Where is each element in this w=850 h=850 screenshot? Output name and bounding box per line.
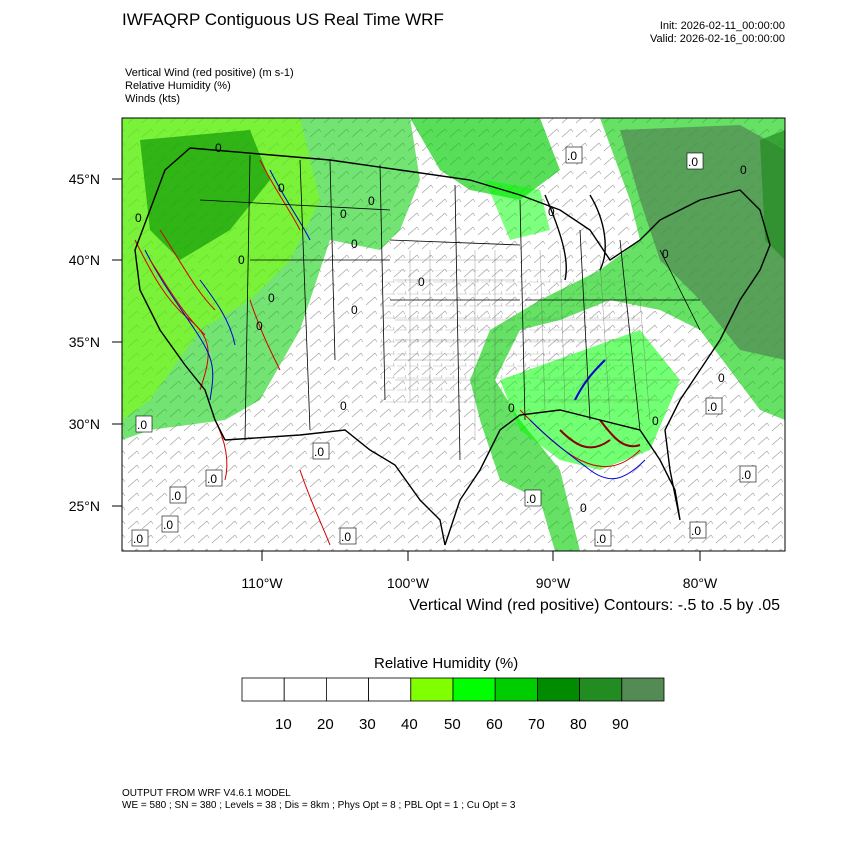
zero-marker: .0 xyxy=(314,445,324,459)
zero-marker: 0 xyxy=(278,181,285,195)
lon-label-100: 100°W xyxy=(387,575,430,591)
plot-title: IWFAQRP Contiguous US Real Time WRF xyxy=(122,10,444,29)
colorbar-swatch xyxy=(494,677,538,702)
footer-model-line: OUTPUT FROM WRF V4.6.1 MODEL xyxy=(122,788,291,799)
zero-marker-boxed: .0 xyxy=(169,486,187,504)
zero-marker: .0 xyxy=(137,418,147,432)
zero-marker: .0 xyxy=(688,155,698,169)
zero-marker-boxed: .0 xyxy=(312,442,330,460)
colorbar-swatch xyxy=(283,677,327,702)
zero-marker: 0 xyxy=(135,211,142,225)
colorbar-swatch xyxy=(241,677,285,702)
zero-marker: 0 xyxy=(340,207,347,221)
zero-marker: 0 xyxy=(238,253,245,267)
zero-marker: 0 xyxy=(580,501,587,515)
zero-marker: 0 xyxy=(340,399,347,413)
zero-marker: 0 xyxy=(351,237,358,251)
zero-markers: 0 0 0 0 0 0 0 0 0 0 0 0 0 0 0 0 0 0 0 0 … xyxy=(131,141,757,547)
lat-label-35: 35°N xyxy=(69,334,100,350)
zero-marker: .0 xyxy=(691,524,701,538)
colorbar-label: 90 xyxy=(612,716,629,733)
county-lines xyxy=(395,249,690,440)
colorbar-label: 80 xyxy=(570,716,587,733)
lon-label-110: 110°W xyxy=(241,575,283,591)
lat-label-30: 30°N xyxy=(69,416,100,432)
zero-marker: .0 xyxy=(526,492,536,506)
zero-marker-boxed: .0 xyxy=(686,152,704,170)
map-frame xyxy=(121,117,786,552)
humidity-shading xyxy=(122,118,785,551)
longitude-labels: 110°W 100°W 90°W 80°W xyxy=(241,575,718,591)
zero-marker-boxed: .0 xyxy=(524,489,542,507)
zero-marker: .0 xyxy=(163,518,173,532)
zero-marker: .0 xyxy=(741,468,751,482)
colorbar-swatch xyxy=(325,677,369,702)
colorbar-swatch xyxy=(410,677,454,702)
colorbar-label: 30 xyxy=(359,716,376,733)
zero-marker-boxed: .0 xyxy=(131,529,149,547)
zero-marker: 0 xyxy=(368,194,375,208)
colorbar-title: Relative Humidity (%) xyxy=(374,655,519,672)
colorbar-label: 20 xyxy=(317,716,334,733)
latitude-labels: 45°N 40°N 35°N 30°N 25°N xyxy=(69,171,100,514)
lon-label-80: 80°W xyxy=(683,575,718,591)
zero-marker: .0 xyxy=(707,400,717,414)
lat-label-25: 25°N xyxy=(69,498,100,514)
field-label-winds: Winds (kts) xyxy=(125,93,180,105)
zero-marker-boxed: .0 xyxy=(135,415,153,433)
lat-label-45: 45°N xyxy=(69,171,100,187)
zero-marker-boxed: .0 xyxy=(739,465,757,483)
longitude-ticks xyxy=(261,551,701,561)
zero-marker-boxed: .0 xyxy=(339,527,357,545)
zero-marker-boxed: .0 xyxy=(689,521,707,539)
map-plot-area: 0 0 0 0 0 0 0 0 0 0 0 0 0 0 0 0 0 0 0 0 … xyxy=(122,118,785,551)
zero-marker: 0 xyxy=(215,141,222,155)
colorbar-swatch xyxy=(621,677,665,702)
zero-marker: .0 xyxy=(171,489,181,503)
lon-label-90: 90°W xyxy=(536,575,571,591)
zero-marker: .0 xyxy=(341,530,351,544)
colorbar-label: 60 xyxy=(486,716,503,733)
zero-marker: 0 xyxy=(256,319,263,333)
zero-marker: 0 xyxy=(718,371,725,385)
valid-time: Valid: 2026-02-16_00:00:00 xyxy=(650,33,785,45)
zero-marker: 0 xyxy=(548,205,555,219)
init-time: Init: 2026-02-11_00:00:00 xyxy=(659,20,785,32)
lat-label-40: 40°N xyxy=(69,252,100,268)
colorbar-swatch xyxy=(368,677,412,702)
contour-note: Vertical Wind (red positive) Contours: -… xyxy=(409,597,780,614)
footer-config-line: WE = 580 ; SN = 380 ; Levels = 38 ; Dis … xyxy=(122,800,516,811)
zero-marker: .0 xyxy=(596,532,606,546)
political-boundaries xyxy=(134,147,771,546)
zero-marker: 0 xyxy=(740,163,747,177)
humidity-colorbar xyxy=(241,677,665,702)
zero-marker: .0 xyxy=(133,532,143,546)
colorbar-swatch xyxy=(452,677,496,702)
zero-marker: .0 xyxy=(567,149,577,163)
colorbar-label: 40 xyxy=(401,716,418,733)
zero-marker: 0 xyxy=(652,414,659,428)
zero-marker: 0 xyxy=(508,401,515,415)
zero-marker-boxed: .0 xyxy=(205,469,223,487)
zero-marker-boxed: .0 xyxy=(594,529,612,547)
zero-marker: 0 xyxy=(418,275,425,289)
latitude-ticks xyxy=(112,178,122,507)
zero-marker-boxed: .0 xyxy=(705,397,723,415)
field-label-relative-humidity: Relative Humidity (%) xyxy=(125,80,231,92)
colorbar-label: 10 xyxy=(275,716,292,733)
zero-marker: 0 xyxy=(351,303,358,317)
zero-marker: 0 xyxy=(662,247,669,261)
colorbar-label: 70 xyxy=(528,716,545,733)
field-label-vertical-wind: Vertical Wind (red positive) (m s-1) xyxy=(125,67,294,79)
zero-marker-boxed: .0 xyxy=(565,146,583,164)
colorbar-label: 50 xyxy=(444,716,461,733)
zero-marker-boxed: .0 xyxy=(161,515,179,533)
state-lines xyxy=(199,154,701,461)
zero-marker: .0 xyxy=(207,472,217,486)
colorbar-swatch xyxy=(537,677,581,702)
zero-marker: 0 xyxy=(268,291,275,305)
colorbar-swatch xyxy=(579,677,623,702)
